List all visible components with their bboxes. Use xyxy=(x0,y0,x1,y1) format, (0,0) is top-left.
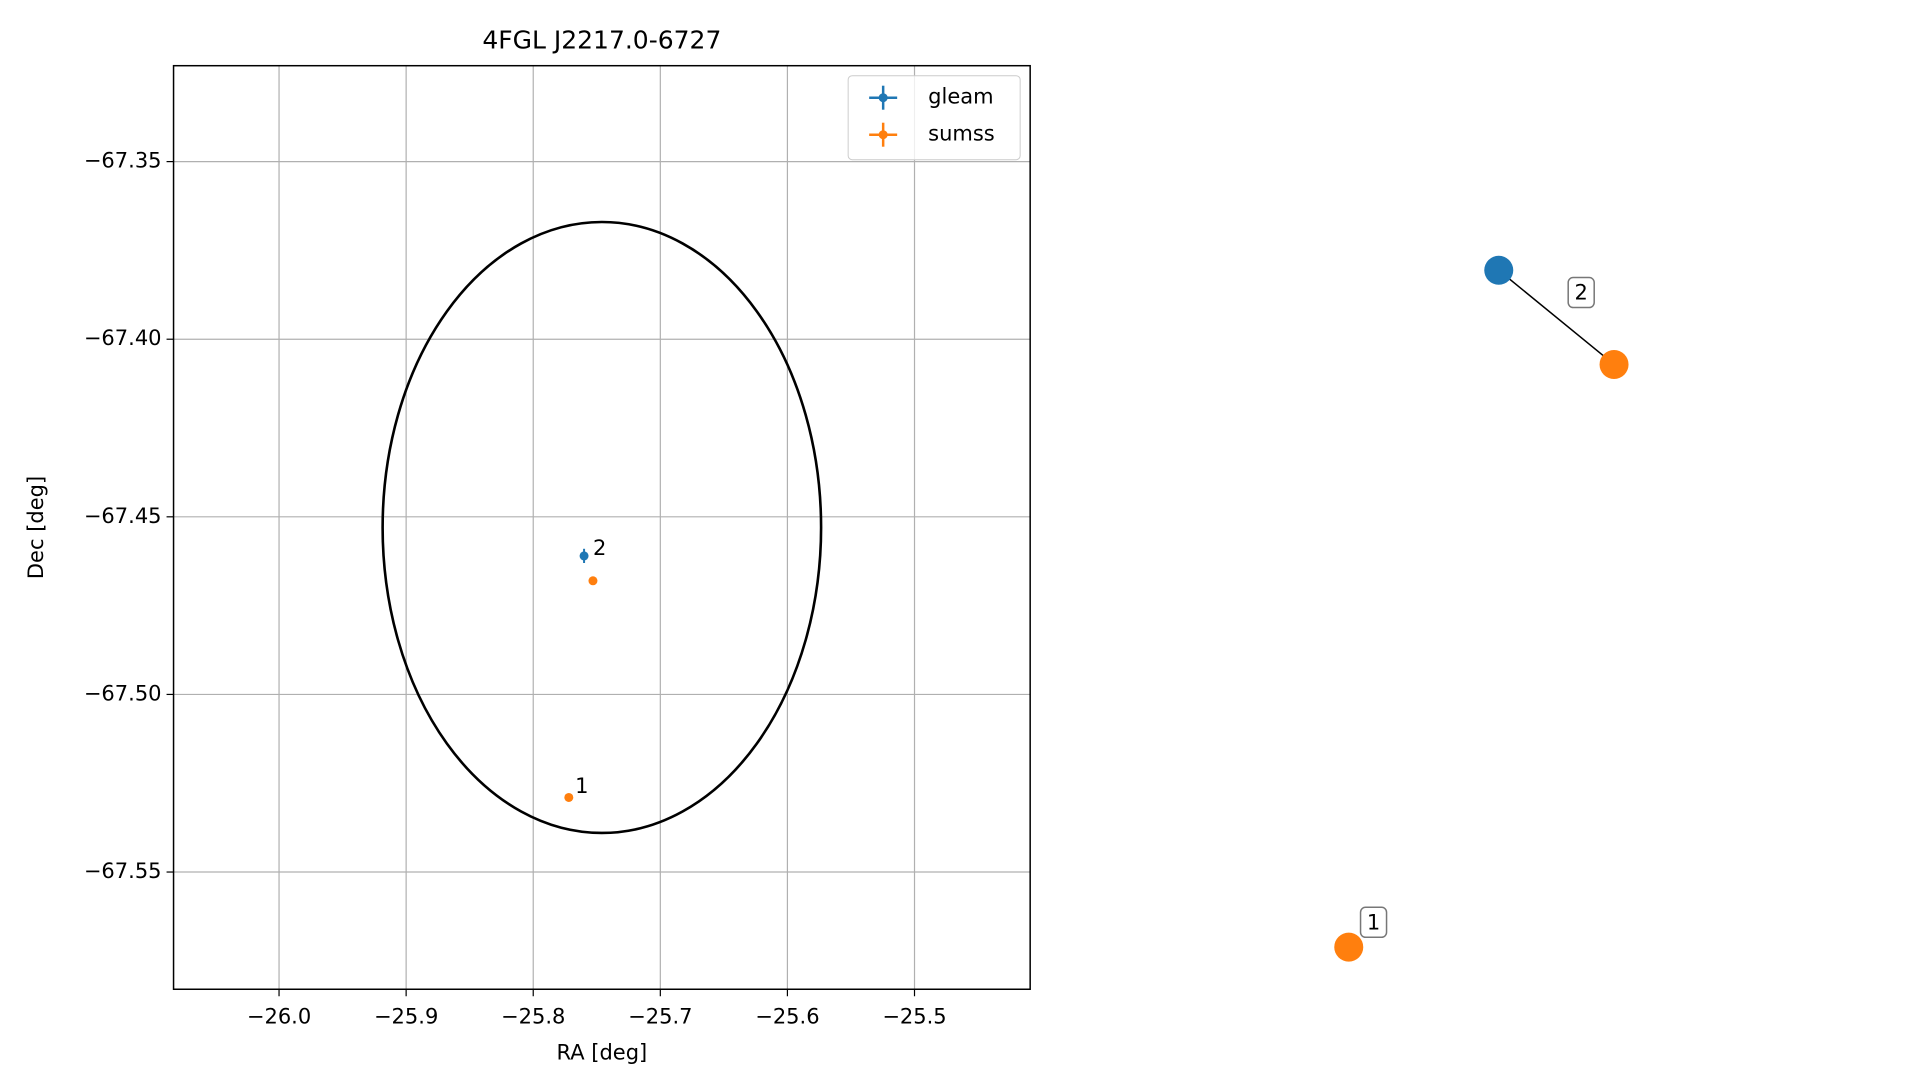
edge-label-box xyxy=(1567,276,1595,309)
edge-label: 2 xyxy=(1575,281,1588,305)
x-tick-label: −25.6 xyxy=(755,1004,819,1028)
y-tick-label: −67.50 xyxy=(84,681,162,705)
x-tick-label: −25.9 xyxy=(374,1004,438,1028)
legend: gleam sumss xyxy=(847,75,1021,161)
y-tick-label: −67.55 xyxy=(84,859,162,883)
legend-label: sumss xyxy=(928,122,995,146)
edge xyxy=(1498,269,1615,366)
error-ellipse xyxy=(381,220,823,835)
x-tick-label: −26.0 xyxy=(247,1004,311,1028)
legend-label: gleam xyxy=(928,85,993,109)
legend-symbol xyxy=(878,130,888,140)
edge-label-box xyxy=(1359,906,1388,939)
annotation: 1 xyxy=(575,774,588,798)
node xyxy=(1599,349,1629,379)
x-tick-label: −25.5 xyxy=(882,1004,946,1028)
y-tick-label: −67.40 xyxy=(84,326,162,350)
node xyxy=(1484,255,1514,285)
x-tick-label: −25.7 xyxy=(628,1004,692,1028)
edge-label: 1 xyxy=(1367,910,1380,934)
x-tick-label: −25.8 xyxy=(501,1004,565,1028)
axes-frame xyxy=(172,64,1031,991)
point xyxy=(564,792,574,802)
point xyxy=(579,551,589,561)
y-tick-label: −67.45 xyxy=(84,504,162,528)
legend-symbol xyxy=(878,93,888,103)
point xyxy=(588,576,598,586)
x-axis-label: RA [deg] xyxy=(556,1040,647,1064)
y-tick-label: −67.35 xyxy=(84,149,162,173)
annotation: 2 xyxy=(593,536,606,560)
node xyxy=(1334,932,1364,962)
chart-title: 4FGL J2217.0-6727 xyxy=(482,26,721,55)
y-axis-label: Dec [deg] xyxy=(24,476,48,579)
